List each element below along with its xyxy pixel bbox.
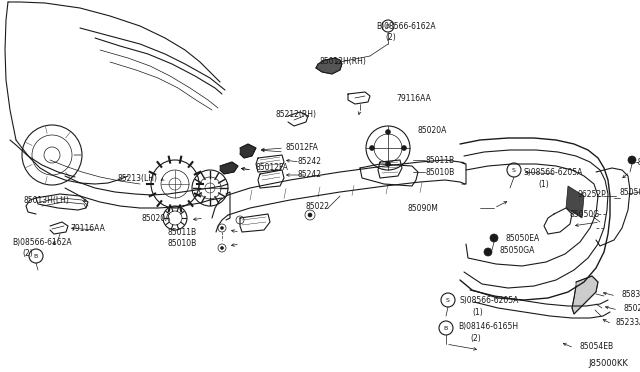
Text: 85050G: 85050G [570,210,600,219]
Circle shape [385,129,390,135]
Text: B: B [34,253,38,259]
Text: (2): (2) [385,33,396,42]
Text: 85010B: 85010B [168,239,197,248]
Text: 85050GA: 85050GA [500,246,536,255]
Text: J85000KK: J85000KK [588,359,628,368]
Text: (1): (1) [538,180,548,189]
Text: -85050GA: -85050GA [636,158,640,167]
Text: B: B [386,23,390,29]
Text: 85242: 85242 [298,170,322,179]
Text: 85054EB: 85054EB [580,342,614,351]
Text: B: B [444,326,448,330]
Text: 85050EA: 85050EA [506,234,540,243]
Text: B)08146-6165H: B)08146-6165H [458,322,518,331]
Text: 85020A: 85020A [418,126,447,135]
Circle shape [385,161,390,167]
Circle shape [221,247,223,250]
Text: B)08566-6162A: B)08566-6162A [376,22,436,31]
Circle shape [628,156,636,164]
Circle shape [369,145,374,151]
Circle shape [221,227,223,230]
Text: 85233A: 85233A [616,318,640,327]
Text: S: S [446,298,450,302]
Polygon shape [566,186,584,218]
Text: 85010B: 85010B [426,168,455,177]
Text: S)08566-6205A: S)08566-6205A [524,168,584,177]
Text: 85011B: 85011B [426,156,455,165]
Text: 85212(RH): 85212(RH) [275,110,316,119]
Polygon shape [220,162,238,174]
Text: (1): (1) [472,308,483,317]
Text: 85022: 85022 [306,202,330,211]
Polygon shape [572,276,598,314]
Text: 85012FA: 85012FA [256,163,289,172]
Polygon shape [316,58,342,74]
Text: 85050: 85050 [620,188,640,197]
Circle shape [484,248,492,256]
Text: 85090M: 85090M [408,204,439,213]
Circle shape [401,145,406,151]
Text: 85025A: 85025A [624,304,640,313]
Text: B)08566-6162A: B)08566-6162A [12,238,72,247]
Text: (2): (2) [22,249,33,258]
Text: 85020A: 85020A [142,214,172,223]
Text: 85012H(RH): 85012H(RH) [320,57,367,66]
Text: 85213(LH): 85213(LH) [117,174,157,183]
Circle shape [308,213,312,217]
Text: S)08566-6205A: S)08566-6205A [460,296,520,305]
Text: (2): (2) [470,334,481,343]
Text: 85013H(LH): 85013H(LH) [24,196,70,205]
Text: 85012FA: 85012FA [286,143,319,152]
Text: 96252P: 96252P [578,190,607,199]
Text: 79116AA: 79116AA [70,224,105,233]
Circle shape [490,234,498,242]
Text: 85011B: 85011B [168,228,197,237]
Text: 79116AA: 79116AA [396,94,431,103]
Polygon shape [240,144,256,158]
Text: 85834: 85834 [622,290,640,299]
Text: 85242: 85242 [298,157,322,166]
Text: S: S [512,167,516,173]
